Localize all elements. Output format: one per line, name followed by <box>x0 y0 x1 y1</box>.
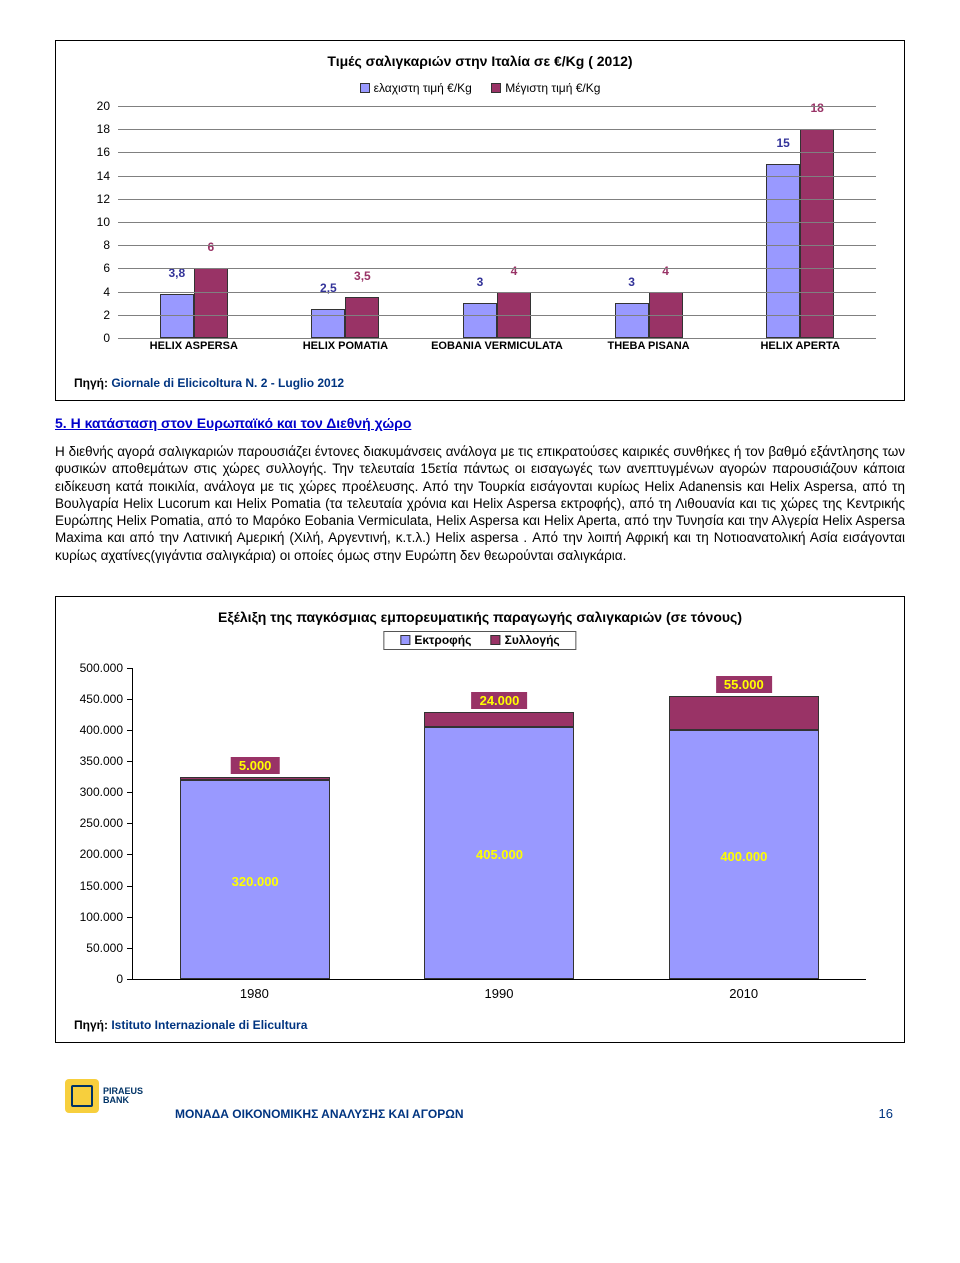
chart1-value-max: 3,5 <box>354 269 371 283</box>
chart2-xcat: 2010 <box>621 980 866 1008</box>
chart1-xcat: THEBA PISANA <box>573 338 725 366</box>
chart1-bar-min <box>160 294 194 338</box>
chart1-ytick: 10 <box>97 215 110 229</box>
chart2-ytick: 150.000 <box>80 879 123 893</box>
chart1-value-min: 15 <box>776 136 789 150</box>
chart1-value-max: 18 <box>810 101 823 115</box>
legend-min-label: ελαχιστη τιμή €/Kg <box>374 81 472 95</box>
chart2-value-b: 24.000 <box>472 692 528 709</box>
chart1-bar-min <box>463 303 497 338</box>
chart1-ytick: 4 <box>103 285 110 299</box>
page-footer: PIRAEUS BANK ΜΟΝΑΔΑ ΟΙΚΟΝΟΜΙΚΗΣ ΑΝΑΛΥΣΗΣ… <box>55 1079 905 1139</box>
chart1-ytick: 16 <box>97 145 110 159</box>
chart1-xcat: HELIX APERTA <box>724 338 876 366</box>
chart2-ytick: 300.000 <box>80 785 123 799</box>
chart2-legend: Εκτροφής Συλλογής <box>383 631 576 650</box>
chart1-bar-min <box>615 303 649 338</box>
chart2-bar-group: 405.000 24.000 <box>377 668 621 979</box>
chart1-ytick: 12 <box>97 192 110 206</box>
bank-logo: PIRAEUS BANK <box>65 1079 143 1113</box>
chart1-ytick: 6 <box>103 261 110 275</box>
chart1-ytick: 18 <box>97 122 110 136</box>
chart1-value-max: 4 <box>662 264 669 278</box>
chart2-ytick: 250.000 <box>80 816 123 830</box>
chart1-value-max: 6 <box>207 240 214 254</box>
legend-b-label: Συλλογής <box>505 633 560 647</box>
chart1-xcat: EOBANIA VERMICULATA <box>421 338 573 366</box>
chart2-ytick: 400.000 <box>80 723 123 737</box>
footer-page-number: 16 <box>879 1106 893 1121</box>
section-body: Η διεθνής αγορά σαλιγκαριών παρουσιάζει … <box>55 443 905 564</box>
chart2-ytick: 50.000 <box>86 941 123 955</box>
chart2-bar-b <box>669 696 819 730</box>
bank-logo-icon <box>65 1079 99 1113</box>
chart1-value-min: 3 <box>628 275 635 289</box>
chart2-bar-group: 320.000 5.000 <box>133 668 377 979</box>
footer-unit: ΜΟΝΑΔΑ ΟΙΚΟΝΟΜΙΚΗΣ ΑΝΑΛΥΣΗΣ ΚΑΙ ΑΓΟΡΩΝ <box>175 1107 464 1121</box>
chart1-ytick: 2 <box>103 308 110 322</box>
chart1-plot: 02468101214161820 3,862,53,534341518 HEL… <box>118 106 876 366</box>
chart1-bar-max <box>800 129 834 338</box>
bank-name-2: BANK <box>103 1096 143 1105</box>
chart1-bar-min <box>766 164 800 338</box>
chart1-legend: ελαχιστη τιμή €/Kg Μέγιστη τιμή €/Kg <box>74 81 886 96</box>
chart1-bar-min <box>311 309 345 338</box>
chart2-value-a: 400.000 <box>720 849 767 864</box>
chart1-ytick: 20 <box>97 99 110 113</box>
chart2-bar-group: 400.000 55.000 <box>622 668 866 979</box>
chart1-value-min: 3 <box>477 275 484 289</box>
chart2-source: Πηγή: Istituto Internazionale di Elicult… <box>74 1018 886 1032</box>
chart1-xcat: HELIX ASPERSA <box>118 338 270 366</box>
chart1-value-min: 2,5 <box>320 281 337 295</box>
chart2-ytick: 500.000 <box>80 661 123 675</box>
section-heading: 5. Η κατάσταση στον Ευρωπαϊκό και τον Δι… <box>55 415 905 431</box>
chart2-ytick: 450.000 <box>80 692 123 706</box>
chart1-value-max: 4 <box>511 264 518 278</box>
chart2-value-b: 55.000 <box>716 676 772 693</box>
chart2-value-a: 405.000 <box>476 847 523 862</box>
chart2-plot-wrap: 320.0005.000405.00024.000400.00055.000 0… <box>132 668 886 1008</box>
chart1-title: Τιμές σαλιγκαριών στην Ιταλία σε €/Kg ( … <box>74 53 886 69</box>
chart1-bar-max <box>194 268 228 338</box>
chart2-xcat: 1980 <box>132 980 377 1008</box>
chart1-ytick: 0 <box>103 331 110 345</box>
chart1-container: Τιμές σαλιγκαριών στην Ιταλία σε €/Kg ( … <box>55 40 905 401</box>
chart2-ytick: 350.000 <box>80 754 123 768</box>
chart2-bar-b <box>180 777 330 780</box>
chart2-title: Εξέλιξη της παγκόσμιας εμπορευματικής πα… <box>74 609 886 625</box>
chart2-bar-b <box>424 712 574 727</box>
chart2-value-a: 320.000 <box>232 874 279 889</box>
chart1-source: Πηγή: Giornale di Elicicoltura N. 2 - Lu… <box>74 376 886 390</box>
chart1-xcat: HELIX POMATIA <box>270 338 422 366</box>
chart2-ytick: 0 <box>116 972 123 986</box>
chart1-ytick: 14 <box>97 169 110 183</box>
legend-a-label: Εκτροφής <box>414 633 471 647</box>
chart2-ytick: 200.000 <box>80 847 123 861</box>
legend-max-label: Μέγιστη τιμή €/Kg <box>505 81 600 95</box>
chart1-ytick: 8 <box>103 238 110 252</box>
chart2-container: Εξέλιξη της παγκόσμιας εμπορευματικής πα… <box>55 596 905 1043</box>
chart2-ytick: 100.000 <box>80 910 123 924</box>
chart2-xcat: 1990 <box>377 980 622 1008</box>
chart2-value-b: 5.000 <box>231 757 280 774</box>
chart1-bar-max <box>345 297 379 338</box>
